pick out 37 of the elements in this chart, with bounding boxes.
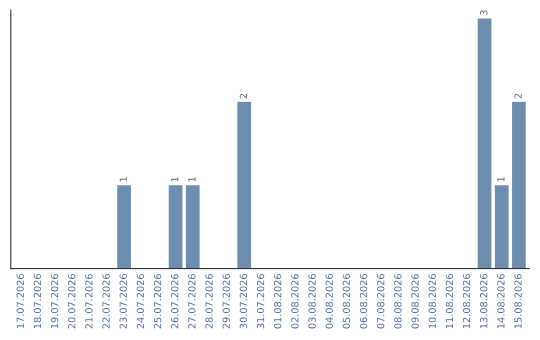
x-tick-label: 27.07.2026 xyxy=(188,274,196,328)
x-tick-label: 22.07.2026 xyxy=(102,274,110,328)
x-tick-label: 05.08.2026 xyxy=(342,274,350,328)
x-tick-label: 20.07.2026 xyxy=(68,274,76,328)
x-tick-label: 26.07.2026 xyxy=(171,274,178,328)
x-tick-label: 09.08.2026 xyxy=(411,274,419,328)
x-tick-label: 10.08.2026 xyxy=(428,274,436,328)
x-tick-label: 11.08.2026 xyxy=(446,274,454,328)
data-label: 3 xyxy=(480,10,488,16)
x-tick-label: 19.07.2026 xyxy=(50,274,58,328)
x-tick-label: 30.07.2026 xyxy=(240,274,248,328)
x-tick-label: 03.08.2026 xyxy=(308,274,316,328)
x-tick-label: 12.08.2026 xyxy=(462,274,470,328)
x-tick-label: 24.07.2026 xyxy=(136,274,144,328)
x-tick-label: 07.08.2026 xyxy=(377,274,384,328)
x-tick-label: 17.07.2026 xyxy=(16,274,24,328)
x-tick-label: 08.08.2026 xyxy=(394,274,402,328)
x-tick-label: 13.08.2026 xyxy=(480,274,488,328)
x-tick-label: 28.07.2026 xyxy=(205,274,213,328)
data-label: 2 xyxy=(514,94,522,98)
x-tick-label: 14.08.2026 xyxy=(497,274,505,328)
x-tick-label: 18.07.2026 xyxy=(34,274,42,328)
data-label: 1 xyxy=(188,177,196,182)
x-tick-label: 29.07.2026 xyxy=(222,274,230,328)
x-tick-label: 25.07.2026 xyxy=(154,274,162,328)
x-tick-label: 04.08.2026 xyxy=(326,274,333,328)
data-label: 1 xyxy=(171,177,178,182)
x-tick-label: 01.08.2026 xyxy=(274,274,282,328)
x-tick-label: 06.08.2026 xyxy=(360,274,368,328)
data-label: 2 xyxy=(240,94,247,98)
x-tick-label: 31.07.2026 xyxy=(256,274,264,328)
data-label: 1 xyxy=(497,177,504,182)
x-tick-label: 21.07.2026 xyxy=(85,274,93,328)
x-tick-label: 02.08.2026 xyxy=(291,274,299,328)
x-tick-label: 23.07.2026 xyxy=(120,274,127,328)
data-label: 1 xyxy=(120,177,127,182)
x-tick-label: 15.08.2026 xyxy=(514,274,522,328)
